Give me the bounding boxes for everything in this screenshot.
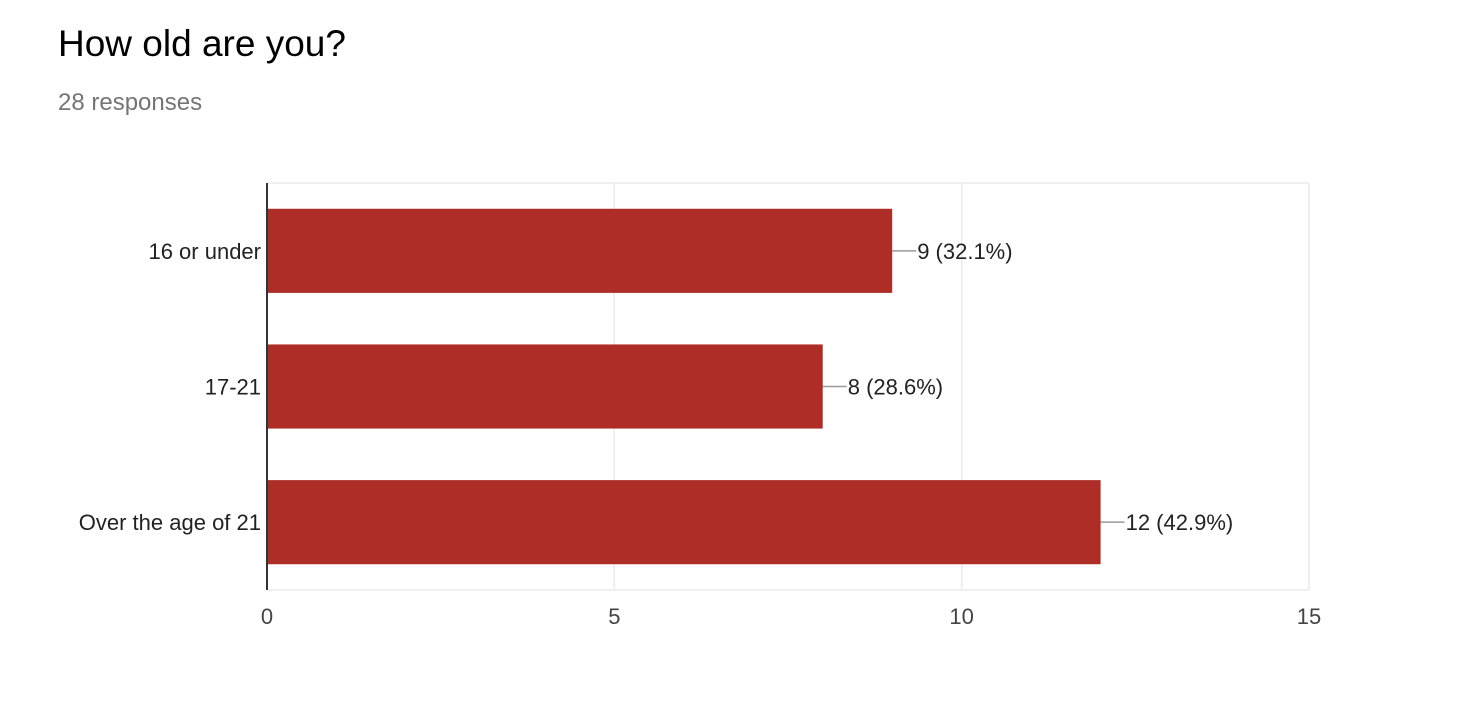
category-label: Over the age of 21 xyxy=(79,510,261,535)
x-axis: 0 5 10 15 xyxy=(261,183,1321,629)
x-tick-label: 10 xyxy=(949,604,973,629)
category-labels: 16 or under 17-21 Over the age of 21 xyxy=(79,239,261,535)
x-tick-label: 0 xyxy=(261,604,273,629)
data-label: 8 (28.6%) xyxy=(848,375,943,400)
bar xyxy=(267,480,1101,565)
category-label: 17-21 xyxy=(205,375,261,400)
bars xyxy=(267,208,1101,565)
response-count: 28 responses xyxy=(58,89,203,116)
data-label: 9 (32.1%) xyxy=(917,239,1012,264)
x-tick-label: 15 xyxy=(1297,604,1321,629)
category-label: 16 or under xyxy=(148,239,261,264)
data-label: 12 (42.9%) xyxy=(1126,510,1234,535)
bar xyxy=(267,344,823,429)
question-title: How old are you? xyxy=(58,23,346,64)
bar xyxy=(267,208,893,293)
data-labels: 9 (32.1%) 8 (28.6%) 12 (42.9%) xyxy=(822,239,1234,535)
x-tick-label: 5 xyxy=(608,604,620,629)
